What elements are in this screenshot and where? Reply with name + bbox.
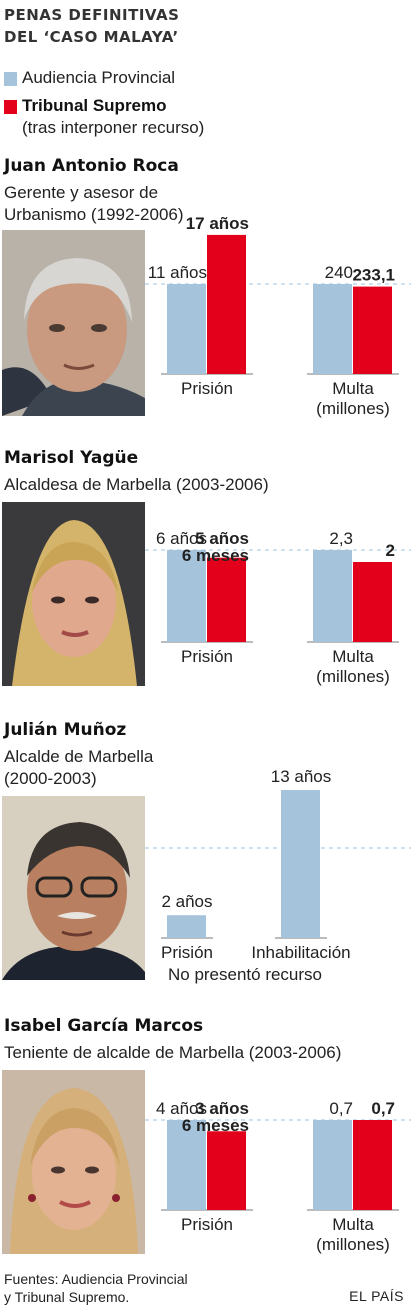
category-label: (millones) [316, 1235, 390, 1254]
bar-supremo [207, 557, 246, 642]
category-label: (millones) [316, 667, 390, 686]
category-label: Multa [332, 1215, 374, 1234]
bar-value-label: 0,7 [329, 1099, 353, 1118]
legend-label-supremo: Tribunal Supremo [22, 96, 167, 115]
bar-chart-munoz: 2 años Prisión 13 años Inhabilitación No pre… [145, 767, 411, 984]
bar-provincial [281, 790, 320, 938]
sources-line-1: Fuentes: Audiencia Provincial [4, 1271, 188, 1287]
bar-provincial [167, 915, 206, 938]
person-role-line-2: Urbanismo (1992-2006) [4, 205, 184, 224]
section-yague: Marisol Yagüe Alcaldesa de Marbella (200… [0, 448, 414, 693]
legend-swatch-supremo [4, 100, 17, 114]
bar-value-label: 2 [386, 541, 395, 560]
bar-value-label: 13 años [271, 767, 332, 786]
portrait-photo [2, 796, 145, 980]
bar-provincial [313, 1120, 352, 1210]
bar-value-label: 4 años [156, 1099, 207, 1118]
bar-provincial [167, 1120, 206, 1210]
bar-value-label: 2 años [161, 892, 212, 911]
title-line-2: DEL ‘CASO MALAYA’ [4, 28, 179, 46]
category-label: Inhabilitación [251, 943, 350, 962]
legend-swatch-provincial [4, 72, 17, 86]
legend-note-supremo: (tras interponer recurso) [22, 118, 205, 137]
bar-value-label: 11 años [148, 263, 207, 282]
bar-value-label: 6 años [156, 529, 207, 548]
portrait-photo [2, 502, 145, 686]
bar-supremo [353, 1120, 392, 1210]
section-munoz: Julián Muñoz Alcalde de Marbella (2000-2… [0, 720, 414, 990]
person-name: Julián Muñoz [4, 720, 127, 740]
person-name: Juan Antonio Roca [4, 156, 179, 176]
bar-value-label: 3 años [195, 1099, 249, 1118]
category-label: Multa [332, 379, 374, 398]
graphic-title: PENAS DEFINITIVAS DEL ‘CASO MALAYA’ [4, 4, 384, 48]
category-label: Prisión [161, 943, 213, 962]
person-role-line-1: Gerente y asesor de [4, 183, 159, 202]
bar-value-label: 233,1 [352, 266, 395, 285]
bar-chart-roca: 11 años 17 años Prisión 240 233,1 Multa(millo… [145, 214, 411, 418]
person-role-line-1: Teniente de alcalde de Marbella (2003-20… [4, 1043, 342, 1062]
person-role-line-1: Alcaldesa de Marbella (2003-2006) [4, 475, 269, 494]
chart-note: No presentó recurso [168, 965, 322, 984]
person-name: Marisol Yagüe [4, 448, 139, 468]
bar-supremo [353, 562, 392, 642]
bar-value-label: 17 años [186, 214, 249, 233]
title-line-1: PENAS DEFINITIVAS [4, 6, 180, 24]
bar-supremo [207, 1131, 246, 1210]
category-label: Multa [332, 647, 374, 666]
bar-value-label: 5 años [195, 529, 249, 548]
bar-value-label: 2,3 [329, 529, 353, 548]
sources-line-2: y Tribunal Supremo. [4, 1289, 130, 1305]
person-name: Isabel García Marcos [4, 1016, 204, 1036]
category-label: Prisión [181, 1215, 233, 1234]
category-label: Prisión [181, 379, 233, 398]
section-garcia-marcos: Isabel García Marcos Teniente de alcalde… [0, 1016, 414, 1261]
bar-supremo [207, 234, 246, 374]
portrait-photo [2, 1070, 145, 1254]
portrait-photo [2, 230, 145, 416]
sources-note: Fuentes: Audiencia Provincial y Tribunal… [4, 1270, 188, 1306]
bar-value-label: 6 meses [182, 1116, 249, 1135]
person-role-line-2: (2000-2003) [4, 769, 97, 788]
bar-supremo [353, 286, 392, 374]
bar-provincial [313, 284, 352, 374]
legend-label-provincial: Audiencia Provincial [22, 68, 176, 87]
bar-provincial [167, 550, 206, 642]
brand-logo-text: EL PAÍS [349, 1288, 404, 1304]
bar-provincial [313, 550, 352, 642]
bar-value-label: 6 meses [182, 546, 249, 565]
bar-value-label: 240 [325, 263, 353, 282]
person-role-line-1: Alcalde de Marbella [4, 747, 154, 766]
bar-provincial [167, 284, 206, 374]
bar-value-label: 0,7 [371, 1099, 395, 1118]
category-label: Prisión [181, 647, 233, 666]
category-label: (millones) [316, 399, 390, 418]
section-roca: Juan Antonio Roca Gerente y asesor de Ur… [0, 156, 414, 426]
